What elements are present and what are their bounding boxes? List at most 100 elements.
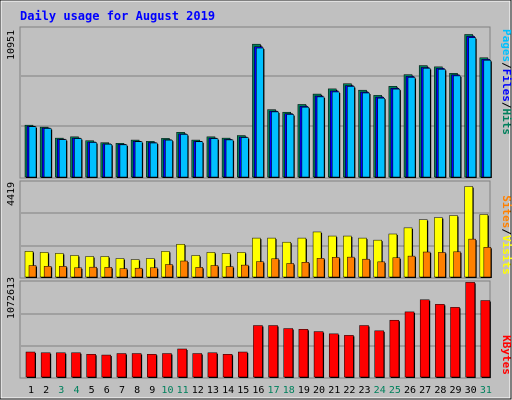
bar-sites — [195, 267, 204, 278]
bar-pages — [104, 144, 113, 178]
bar-sites — [134, 267, 143, 278]
bar-sites — [438, 252, 446, 278]
bars-hits-files-pages — [24, 34, 492, 179]
bar-kbytes — [40, 352, 51, 378]
bars-sites-visits — [24, 186, 492, 278]
bar-sites — [59, 266, 67, 278]
bar-kbytes — [101, 354, 112, 378]
bar-pages — [74, 138, 82, 178]
bar-sites — [210, 265, 219, 278]
chart-title: Daily usage for August 2019 — [20, 9, 215, 23]
bar-sites — [316, 258, 325, 278]
day-label: 26 — [404, 385, 416, 396]
day-label: 19 — [298, 385, 310, 396]
bar-sites — [301, 262, 310, 278]
bar-pages — [422, 68, 431, 178]
bar-sites — [165, 264, 173, 278]
bar-kbytes — [25, 351, 36, 378]
bar-pages — [241, 137, 249, 178]
day-label: 31 — [480, 385, 492, 396]
bar-sites — [286, 263, 294, 278]
bar-sites — [119, 268, 128, 278]
day-label: 6 — [104, 385, 110, 396]
bar-kbytes — [222, 354, 233, 378]
bar-kbytes — [207, 352, 218, 378]
bar-kbytes — [328, 333, 339, 378]
bar-pages — [225, 139, 234, 178]
legend-text: Pages/Files/Hits — [500, 29, 512, 135]
bar-kbytes — [253, 325, 263, 378]
bar-pages — [210, 138, 219, 178]
bar-pages — [256, 47, 264, 178]
bar-pages — [119, 144, 128, 178]
legend-entry: / — [500, 228, 512, 235]
day-label: 20 — [313, 385, 325, 396]
bar-pages — [286, 114, 294, 178]
day-label: 8 — [134, 385, 140, 396]
bar-pages — [180, 134, 188, 178]
day-label: 30 — [465, 385, 477, 396]
day-label: 11 — [177, 385, 189, 396]
bar-kbytes — [359, 325, 369, 378]
bar-kbytes — [298, 329, 309, 378]
day-label: 4 — [73, 385, 79, 396]
bar-kbytes — [192, 353, 203, 378]
bar-kbytes — [404, 311, 415, 378]
bar-pages — [438, 69, 446, 178]
day-label: 18 — [283, 385, 295, 396]
bar-pages — [150, 142, 158, 178]
bar-pages — [453, 75, 461, 178]
bar-kbytes — [56, 352, 66, 378]
bar-pages — [195, 141, 204, 178]
legend-middle: Sites/Visits — [500, 195, 512, 275]
bar-sites — [407, 255, 416, 278]
legend-entry: Hits — [500, 109, 512, 136]
day-label: 13 — [207, 385, 219, 396]
bar-sites — [377, 261, 385, 278]
bar-pages — [165, 139, 173, 178]
bar-sites — [468, 238, 476, 278]
bar-sites — [256, 261, 264, 278]
bar-kbytes — [450, 307, 460, 378]
ymax-label-top: 10951 — [6, 30, 17, 60]
day-label: 14 — [222, 385, 234, 396]
ymax-label-middle: 4419 — [6, 182, 17, 206]
day-label: 3 — [58, 385, 64, 396]
bar-sites — [89, 266, 97, 278]
bar-pages — [407, 77, 416, 178]
bar-sites — [74, 267, 82, 278]
legend-entry: Sites — [500, 195, 512, 228]
bar-pages — [28, 126, 37, 178]
bar-pages — [271, 111, 279, 178]
bar-kbytes — [71, 352, 81, 378]
legend-entry: Pages — [500, 29, 512, 62]
bar-pages — [392, 88, 401, 178]
day-label: 7 — [119, 385, 125, 396]
bar-kbytes — [177, 348, 187, 378]
bar-kbytes — [344, 335, 354, 378]
day-label: 28 — [434, 385, 446, 396]
bar-kbytes — [435, 304, 445, 378]
bar-kbytes — [374, 330, 384, 378]
bar-kbytes — [465, 282, 475, 378]
bar-sites — [347, 256, 355, 278]
bar-kbytes — [480, 300, 491, 378]
legend-text: KBytes — [500, 335, 512, 375]
bar-pages — [468, 37, 476, 178]
bars-kbytes — [25, 282, 491, 378]
bar-sites — [28, 265, 37, 278]
day-label: 15 — [237, 385, 249, 396]
bar-kbytes — [116, 353, 127, 378]
bar-kbytes — [419, 299, 430, 378]
day-label: 10 — [161, 385, 173, 396]
bar-sites — [362, 258, 370, 278]
bar-sites — [453, 251, 461, 278]
bar-kbytes — [147, 354, 157, 378]
day-label: 21 — [328, 385, 340, 396]
day-label: 23 — [359, 385, 371, 396]
legend-entry: KBytes — [500, 335, 512, 375]
bar-sites — [104, 267, 113, 278]
bar-sites — [331, 257, 340, 278]
legend-bottom: KBytes — [500, 335, 512, 375]
